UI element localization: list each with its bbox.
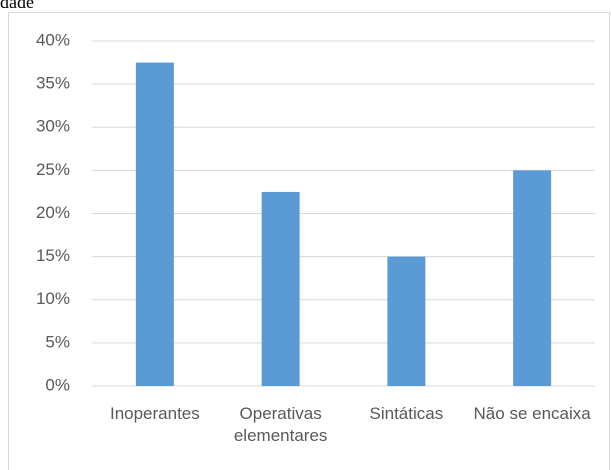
y-tick-label: 25% <box>36 160 70 179</box>
x-tick-label: Sintáticas <box>369 404 444 423</box>
y-tick-label: 40% <box>36 30 70 49</box>
x-tick-label: Inoperantes <box>109 404 200 423</box>
bar <box>513 170 552 386</box>
x-tick-label: Não se encaixa <box>473 404 591 423</box>
bar <box>387 256 426 386</box>
y-tick-label: 35% <box>36 74 70 93</box>
y-tick-label: 5% <box>45 332 70 351</box>
y-tick-label: 15% <box>36 246 70 265</box>
y-tick-label: 0% <box>45 375 70 394</box>
bar <box>135 62 174 386</box>
x-tick-label: Operativas elementares <box>233 404 328 445</box>
y-tick-label: 30% <box>36 117 70 136</box>
y-tick-label: 20% <box>36 203 70 222</box>
caption: dade <box>0 0 34 12</box>
y-tick-label: 10% <box>36 289 70 308</box>
bar <box>261 191 300 386</box>
chart-border <box>8 12 610 470</box>
